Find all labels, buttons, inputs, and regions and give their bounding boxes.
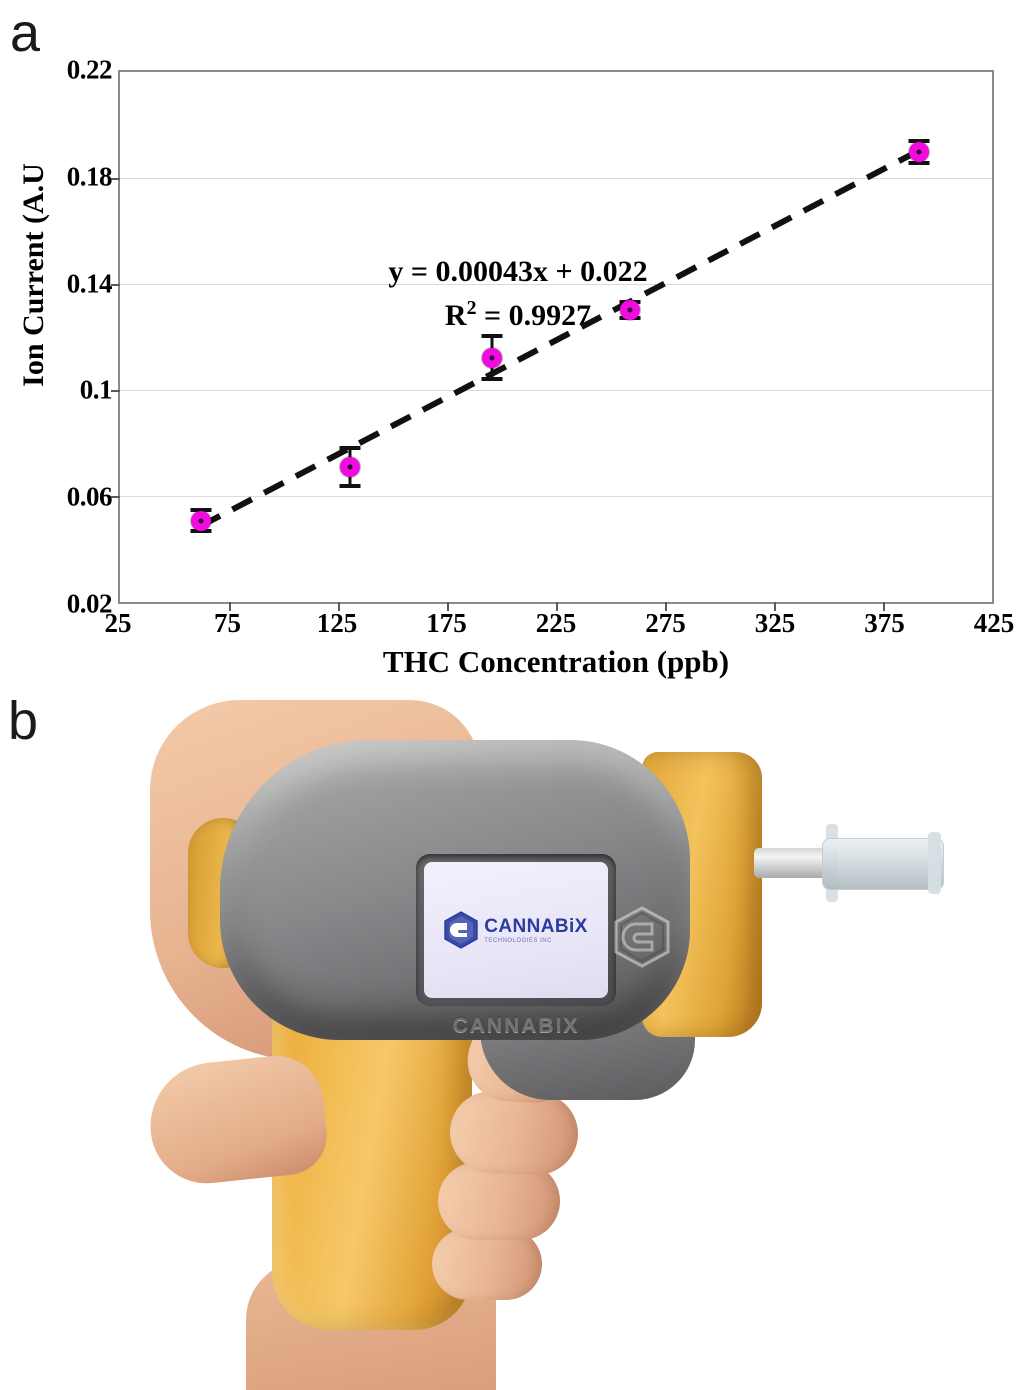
- x-tick-mark: [338, 602, 340, 611]
- x-tick-label: 375: [864, 608, 905, 638]
- device-screen-bezel: CANNABiX TECHNOLOGIES INC: [416, 854, 616, 1006]
- gridline: [120, 284, 992, 285]
- data-point-marker: [339, 457, 360, 478]
- data-point-marker: [909, 142, 930, 163]
- x-axis-title: THC Concentration (ppb): [382, 644, 730, 679]
- device-body-head: CANNABiX TECHNOLOGIES INC CANNABIX: [220, 740, 690, 1040]
- y-axis-tick-labels: 0.02 0.06 0.1 0.14 0.18 0.22: [0, 55, 113, 619]
- x-tick-mark: [447, 602, 449, 611]
- y-tick-label: 0.14: [66, 268, 113, 299]
- panel-a-chart: a Ion Current (A.U 0.02 0.06 0.1 0.14 0.…: [0, 0, 1020, 690]
- x-tick-mark: [774, 602, 776, 611]
- y-tick-mark: [111, 390, 120, 392]
- regression-annotation: y = 0.00043x + 0.022 R2 = 0.9927: [318, 250, 718, 337]
- data-point-marker: [191, 510, 212, 531]
- logo-subtitle: TECHNOLOGIES INC: [484, 937, 552, 944]
- gridline: [120, 178, 992, 179]
- hand-finger: [448, 1089, 580, 1177]
- x-axis-tick-labels: 25 75 125 175 225 275 325 375 425: [105, 608, 1015, 648]
- device-mouthpiece: [822, 838, 944, 890]
- x-tick-mark: [229, 602, 231, 611]
- error-bar-cap: [481, 334, 503, 339]
- trendline: [199, 147, 922, 529]
- x-tick-label: 275: [645, 608, 686, 638]
- x-tick-label: 425: [973, 608, 1015, 638]
- y-tick-label: 0.18: [66, 161, 113, 192]
- error-bar-cap: [339, 446, 361, 451]
- logo-text-block: CANNABiX TECHNOLOGIES INC: [484, 917, 587, 944]
- error-bar-cap: [481, 377, 503, 382]
- hexagon-emblem-icon: [614, 906, 670, 968]
- x-tick-label: 225: [535, 608, 577, 638]
- panel-label-b: b: [8, 691, 39, 751]
- x-tick-mark: [665, 602, 667, 611]
- y-tick-mark: [111, 496, 120, 498]
- r-squared-annotation: R2 = 0.9927: [318, 294, 718, 338]
- r-squared-value: = 0.9927: [476, 298, 592, 332]
- device-brand-emboss: CANNABIX: [452, 1014, 580, 1037]
- gridline: [120, 390, 992, 391]
- panel-label-a: a: [10, 3, 41, 63]
- cannabix-logo: CANNABiX TECHNOLOGIES INC: [444, 911, 587, 949]
- device-screen[interactable]: CANNABiX TECHNOLOGIES INC: [424, 862, 608, 998]
- plot-area: y = 0.00043x + 0.022 R2 = 0.9927: [111, 70, 994, 611]
- x-tick-mark: [556, 602, 558, 611]
- logo-wordmark: CANNABiX: [484, 915, 588, 937]
- r-squared-exponent: 2: [466, 296, 477, 319]
- hand-finger: [438, 1162, 560, 1240]
- y-tick-label: 0.06: [66, 481, 113, 512]
- y-tick-label: 0.02: [66, 588, 113, 619]
- breathalyzer-device: CANNABiX TECHNOLOGIES INC CANNABIX: [144, 700, 944, 1390]
- hand-finger: [432, 1228, 542, 1300]
- y-tick-mark: [111, 178, 120, 180]
- x-tick-label: 125: [316, 608, 358, 638]
- error-bar-cap: [908, 160, 930, 165]
- error-bar-cap: [339, 483, 361, 488]
- r-squared-symbol: R: [444, 298, 467, 332]
- y-tick-mark: [111, 284, 120, 286]
- x-tick-label: 75: [214, 608, 241, 638]
- data-point-marker: [620, 299, 641, 320]
- gridline: [120, 496, 992, 497]
- x-tick-label: 25: [104, 608, 132, 638]
- mouthpiece-flange: [928, 832, 941, 894]
- y-tick-label: 0.1: [79, 374, 113, 405]
- hand-thumb: [144, 1051, 331, 1189]
- y-tick-label: 0.22: [66, 54, 113, 85]
- hexagon-logo-icon: [444, 911, 478, 949]
- x-tick-label: 325: [754, 608, 796, 638]
- error-bar-cap: [190, 529, 212, 534]
- regression-equation: y = 0.00043x + 0.022: [388, 255, 648, 288]
- x-tick-mark: [883, 602, 885, 611]
- panel-b-device-photo: b: [0, 690, 1020, 1390]
- trendline-layer: [199, 147, 922, 529]
- data-point-marker: [482, 347, 503, 368]
- x-tick-label: 175: [426, 608, 467, 638]
